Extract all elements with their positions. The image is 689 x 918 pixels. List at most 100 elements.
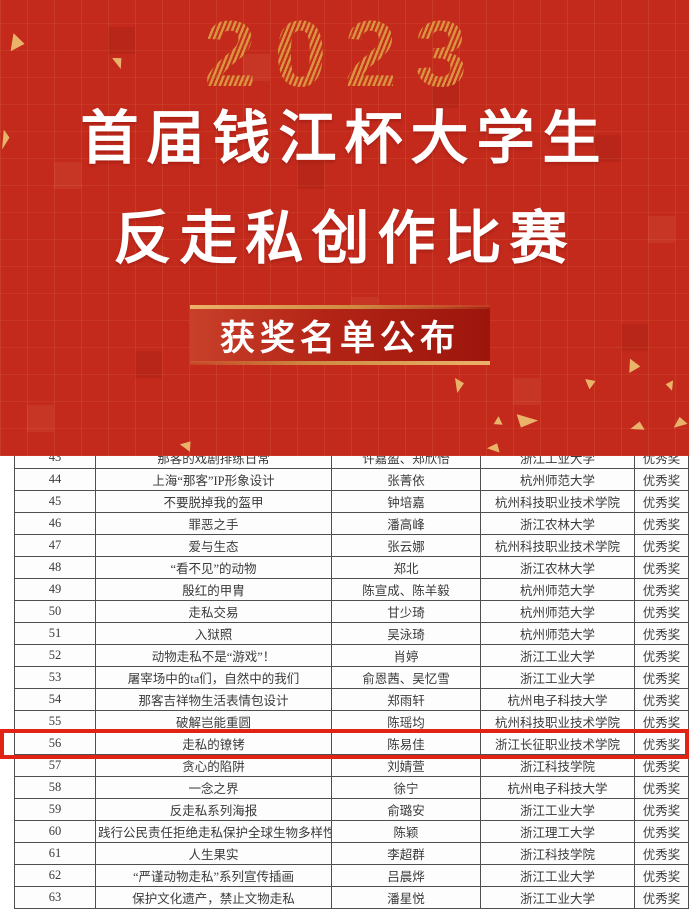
table-row: 60 践行公民责任拒绝走私保护全球生物多样性 陈颖 浙江理工大学 优秀奖 [14,820,689,843]
cell-rank-number: 55 [14,710,96,733]
cell-work-title: “看不见”的动物 [95,556,332,579]
table-row: 53 屠宰场中的ta们，自然中的我们 俞恩茜、吴忆雪 浙江工业大学 优秀奖 [14,666,689,689]
cell-work-title: 入狱照 [95,622,332,645]
cell-rank-number: 56 [14,732,96,755]
cell-rank-number: 45 [14,490,96,513]
cell-rank-number: 53 [14,666,96,689]
cell-work-title: 走私交易 [95,600,332,623]
cell-university: 浙江科技学院 [480,754,635,777]
cell-work-title: “严谨动物走私”系列宣传插画 [95,864,332,887]
award-ribbon: 获奖名单公布 [190,305,490,365]
poster-title-line2: 反走私创作比赛 [113,206,576,271]
cell-university: 浙江工业大学 [480,798,635,821]
cell-award: 优秀奖 [634,534,689,557]
cell-author: 钟培嘉 [331,490,481,513]
cell-award: 优秀奖 [634,754,689,777]
cell-award: 优秀奖 [634,820,689,843]
cell-work-title: 保护文化遗产，禁止文物走私 [95,886,332,909]
cell-rank-number: 60 [14,820,96,843]
cell-award: 优秀奖 [634,468,689,491]
cell-university: 杭州师范大学 [480,622,635,645]
cell-work-title: 上海“那客”IP形象设计 [95,468,332,491]
table-row: 47 爱与生态 张云娜 杭州科技职业技术学院 优秀奖 [14,534,689,557]
table-row: 49 殷红的甲胄 陈宣成、陈羊毅 杭州师范大学 优秀奖 [14,578,689,601]
cell-award: 优秀奖 [634,798,689,821]
cell-author: 陈瑶均 [331,710,481,733]
cell-award: 优秀奖 [634,710,689,733]
cell-award: 优秀奖 [634,578,689,601]
cell-university: 浙江科技学院 [480,842,635,865]
cell-award: 优秀奖 [634,600,689,623]
cell-university: 浙江工业大学 [480,666,635,689]
table-row: 46 罪恶之手 潘高峰 浙江农林大学 优秀奖 [14,512,689,535]
cell-university: 浙江工业大学 [480,886,635,909]
cell-work-title: 一念之界 [95,776,332,799]
table-row: 48 “看不见”的动物 郑北 浙江农林大学 优秀奖 [14,556,689,579]
cell-author: 吕晨烨 [331,864,481,887]
cell-award: 优秀奖 [634,666,689,689]
poster-banner: 2023 首届钱江杯大学生 反走私创作比赛 获奖名单公布 [0,0,689,456]
cell-university: 浙江长征职业技术学院 [480,732,635,755]
cell-author: 张菁依 [331,468,481,491]
poster-title-line1: 首届钱江杯大学生 [80,106,609,171]
cell-author: 陈宣成、陈羊毅 [331,578,481,601]
cell-rank-number: 47 [14,534,96,557]
cell-author: 郑北 [331,556,481,579]
banner-square [54,162,81,189]
cell-university: 浙江农林大学 [480,512,635,535]
table-row: 56 走私的镣铐 陈易佳 浙江长征职业技术学院 优秀奖 [14,732,689,755]
cell-rank-number: 61 [14,842,96,865]
cell-award: 优秀奖 [634,776,689,799]
cell-university: 杭州科技职业技术学院 [480,710,635,733]
banner-square [135,351,162,378]
table-row: 59 反走私系列海报 俞璐安 浙江工业大学 优秀奖 [14,798,689,821]
cell-work-title: 不要脱掉我的盔甲 [95,490,332,513]
cell-rank-number: 50 [14,600,96,623]
cell-work-title: 反走私系列海报 [95,798,332,821]
cell-work-title: 贪心的陷阱 [95,754,332,777]
cell-award: 优秀奖 [634,512,689,535]
cell-work-title: 践行公民责任拒绝走私保护全球生物多样性 [95,820,332,843]
cell-rank-number: 54 [14,688,96,711]
cell-university: 浙江理工大学 [480,820,635,843]
cell-rank-number: 48 [14,556,96,579]
awards-table: 43 那客的戏剧排练日常 许嘉盈、郑欣怡 浙江工业大学 优秀奖 44 上海“那客… [14,446,689,909]
cell-author: 陈易佳 [331,732,481,755]
cell-rank-number: 57 [14,754,96,777]
cell-university: 杭州电子科技大学 [480,776,635,799]
cell-author: 李超群 [331,842,481,865]
cell-award: 优秀奖 [634,644,689,667]
confetti-triangle [455,378,464,393]
year-heading: 2023 [0,0,689,108]
banner-square [432,81,459,108]
cell-work-title: 人生果实 [95,842,332,865]
cell-author: 吴泳琦 [331,622,481,645]
banner-square [594,135,621,162]
cell-award: 优秀奖 [634,732,689,755]
cell-university: 杭州电子科技大学 [480,688,635,711]
cell-work-title: 屠宰场中的ta们，自然中的我们 [95,666,332,689]
cell-work-title: 走私的镣铐 [95,732,332,755]
cell-university: 杭州师范大学 [480,600,635,623]
cell-award: 优秀奖 [634,622,689,645]
cell-award: 优秀奖 [634,688,689,711]
cell-university: 浙江农林大学 [480,556,635,579]
cell-award: 优秀奖 [634,490,689,513]
cell-rank-number: 49 [14,578,96,601]
banner-square [648,216,675,243]
cell-university: 浙江工业大学 [480,644,635,667]
banner-square [297,162,324,189]
cell-author: 张云娜 [331,534,481,557]
cell-work-title: 动物走私不是“游戏”！ [95,644,332,667]
cell-university: 杭州科技职业技术学院 [480,490,635,513]
cell-award: 优秀奖 [634,556,689,579]
cell-work-title: 罪恶之手 [95,512,332,535]
cell-university: 杭州科技职业技术学院 [480,534,635,557]
cell-award: 优秀奖 [634,886,689,909]
cell-rank-number: 44 [14,468,96,491]
banner-square [621,324,648,351]
table-row: 45 不要脱掉我的盔甲 钟培嘉 杭州科技职业技术学院 优秀奖 [14,490,689,513]
cell-rank-number: 52 [14,644,96,667]
cell-university: 杭州师范大学 [480,468,635,491]
cell-award: 优秀奖 [634,864,689,887]
